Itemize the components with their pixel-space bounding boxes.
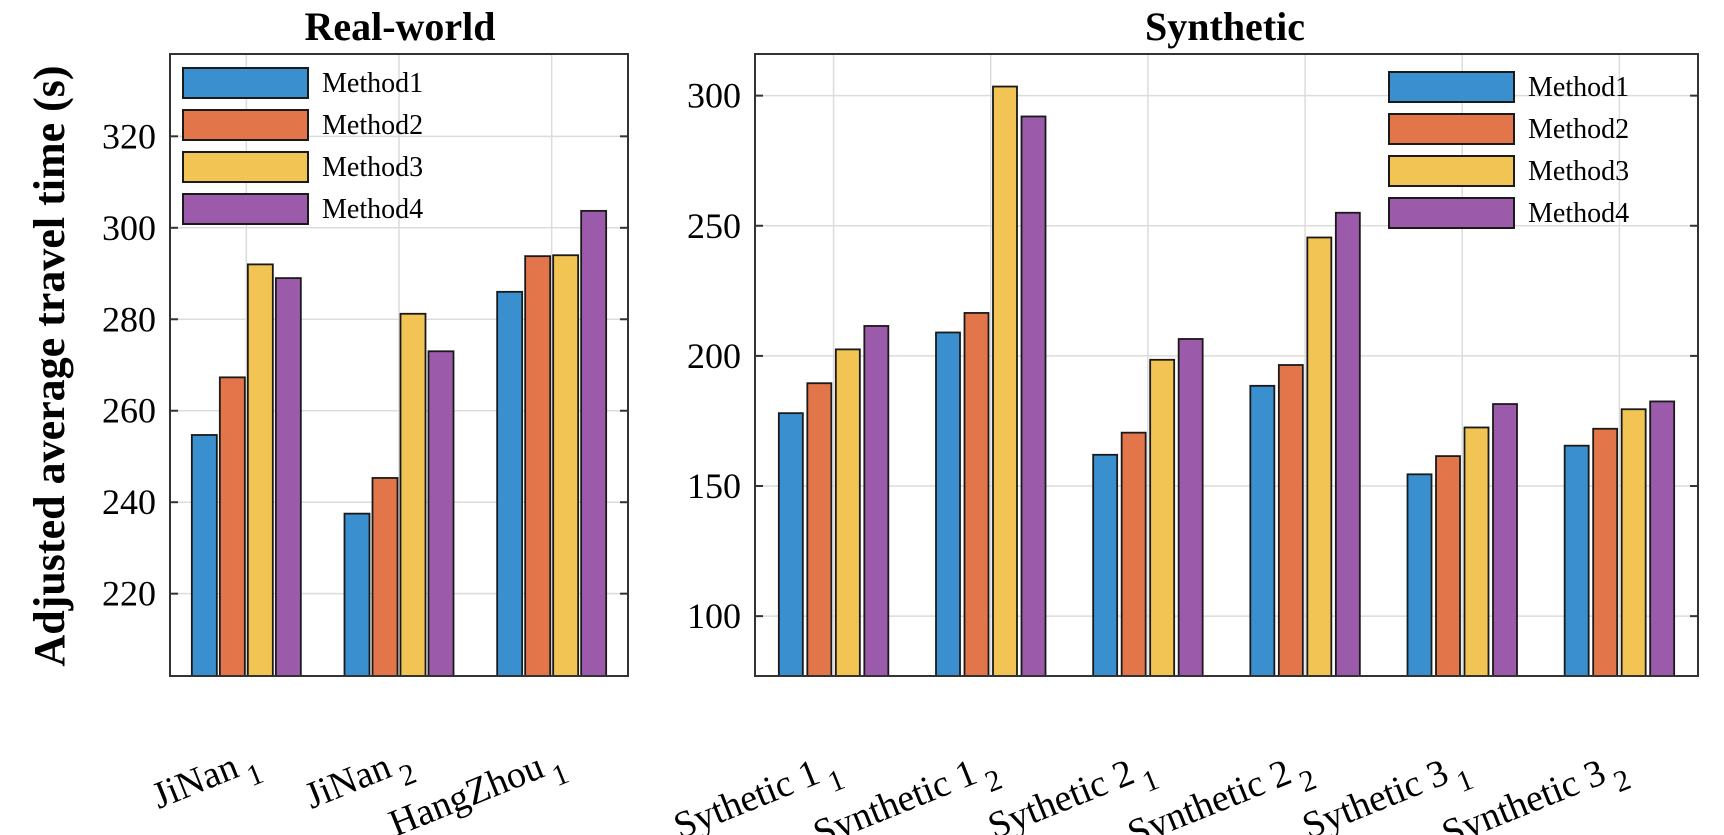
bar-synthetic-method4-0	[863, 325, 890, 677]
legend-swatch-method3	[182, 151, 309, 183]
bar-synthetic-method1-0	[777, 412, 804, 677]
bar-real-world-method1-0	[190, 434, 218, 677]
legend-label-method2: Method2	[1528, 114, 1629, 145]
legend-label-method4: Method4	[322, 194, 423, 225]
bar-synthetic-method4-5	[1649, 400, 1676, 677]
bar-real-world-method4-2	[580, 209, 608, 677]
bar-synthetic-method2-2	[1120, 431, 1147, 677]
y-tick-label: 150	[687, 466, 741, 506]
bar-synthetic-method3-1	[992, 85, 1018, 677]
x-tick-label-subscript: 2	[1295, 763, 1321, 799]
x-tick-label-subscript: 1	[1138, 763, 1164, 799]
x-tick-label-subscript: 2	[395, 757, 421, 793]
bar-real-world-method4-0	[274, 277, 302, 677]
legend-swatch-method3	[1388, 155, 1515, 187]
legend-label-method3: Method3	[322, 152, 423, 183]
legend-swatch-method2	[182, 109, 309, 141]
bar-synthetic-method3-0	[834, 348, 861, 677]
x-tick-label-subscript: 1	[547, 757, 573, 793]
legend-label-method1: Method1	[1528, 72, 1629, 103]
bar-real-world-method2-1	[371, 477, 399, 677]
x-tick-label-base: Sythetic 1	[668, 751, 826, 835]
bar-synthetic-method3-3	[1306, 236, 1333, 677]
bar-synthetic-method1-2	[1092, 453, 1119, 677]
bar-synthetic-method4-4	[1492, 403, 1518, 677]
y-tick-label: 300	[102, 208, 156, 248]
legend-real-world: Method1 Method2 Method3 Method4	[182, 67, 423, 225]
x-tick-label: JiNan1	[146, 737, 268, 828]
bar-synthetic-method4-3	[1334, 211, 1361, 677]
legend-swatch-method4	[182, 193, 309, 225]
x-tick-label-subscript: 2	[1609, 763, 1635, 799]
x-tick-label-subscript: 1	[242, 757, 268, 793]
bar-synthetic-method2-1	[963, 312, 990, 677]
bar-synthetic-method2-0	[806, 382, 833, 677]
x-tick-label-subscript: 1	[823, 763, 849, 799]
y-tick-label: 300	[687, 76, 741, 116]
bar-synthetic-method2-5	[1592, 427, 1619, 677]
axes-box	[754, 53, 1699, 677]
bar-synthetic-method3-5	[1620, 408, 1647, 677]
y-tick-label: 240	[102, 482, 156, 522]
bar-real-world-method4-1	[427, 350, 455, 677]
y-tick-label: 250	[687, 206, 741, 246]
bar-synthetic-method3-4	[1463, 426, 1490, 677]
x-tick-label-subscript: 2	[980, 763, 1006, 799]
legend-swatch-method1	[1388, 71, 1515, 103]
legend-label-method2: Method2	[322, 110, 423, 141]
bar-synthetic-method1-5	[1563, 444, 1590, 677]
legend-swatch-method2	[1388, 113, 1515, 145]
bar-synthetic-method2-3	[1277, 364, 1304, 677]
legend-label-method1: Method1	[322, 68, 423, 99]
x-tick-label-subscript: 1	[1452, 763, 1478, 799]
legend-synthetic: Method1 Method2 Method3 Method4	[1388, 71, 1629, 229]
legend-label-method4: Method4	[1528, 198, 1629, 229]
bar-synthetic-method1-1	[935, 331, 961, 677]
bar-synthetic-method2-4	[1435, 455, 1461, 677]
y-tick-label: 320	[102, 116, 156, 156]
legend-swatch-method4	[1388, 197, 1515, 229]
bar-synthetic-method4-2	[1177, 338, 1204, 677]
bar-synthetic-method1-4	[1406, 473, 1433, 677]
bar-real-world-method3-1	[399, 312, 427, 677]
legend-swatch-method1	[182, 67, 309, 99]
chart-title-synthetic: Synthetic	[1145, 4, 1305, 49]
chart-title-real-world: Real-world	[304, 4, 495, 49]
bar-real-world-method3-0	[246, 263, 274, 677]
bar-real-world-method2-2	[524, 255, 552, 677]
y-axis-label: Adjusted average travel time (s)	[25, 65, 74, 666]
bar-real-world-method3-2	[552, 254, 580, 677]
y-tick-label: 200	[687, 336, 741, 376]
y-tick-label: 100	[687, 596, 741, 636]
axes-box	[169, 53, 629, 677]
bar-real-world-method1-2	[496, 290, 524, 677]
bar-real-world-method1-1	[343, 512, 371, 677]
y-tick-label: 220	[102, 574, 156, 614]
y-tick-label: 260	[102, 391, 156, 431]
y-tick-label: 280	[102, 299, 156, 339]
x-tick-label-base: JiNan	[146, 745, 244, 817]
x-tick-label-base: JiNan	[299, 745, 397, 817]
bar-real-world-method2-0	[218, 376, 246, 677]
bar-synthetic-method3-2	[1149, 358, 1176, 677]
bar-synthetic-method1-3	[1249, 384, 1276, 677]
legend-label-method3: Method3	[1528, 156, 1629, 187]
bar-synthetic-method4-1	[1020, 115, 1047, 677]
